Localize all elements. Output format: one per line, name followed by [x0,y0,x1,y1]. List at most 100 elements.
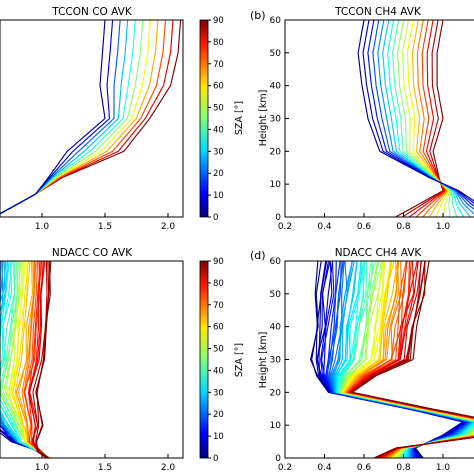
colorbar-tick-label: 60 [213,323,224,333]
panel-ndacc-co: NDACC CO AVK 1.0 1.5 2.0 [0,247,184,473]
avk-curve [345,261,474,458]
panel-label: (b) [250,9,266,22]
colorbar-tick-label: 70 [213,60,224,70]
avk-curve [0,20,129,215]
panel-title: NDACC CO AVK [52,247,133,259]
avk-curve [345,261,474,458]
x-tick-label: 1.0 [35,463,50,473]
panel-tccon-co: TCCON CO AVK 1.0 1.5 2.0 [0,6,184,232]
panel-ndacc-ch4: (d) NDACC CH4 AVK Height [km] 0 10 20 30 40 5… [250,247,474,473]
x-tick-label: 0.6 [357,463,372,473]
avk-curve [14,261,47,458]
avk-curve [0,20,174,215]
curve-group [309,261,474,458]
y-tick-label: 40 [270,82,282,92]
curve-group [0,261,52,458]
avk-curve [339,261,474,458]
x-tick-label: 0.2 [278,463,292,473]
colorbar-tick-label: 50 [213,345,224,355]
avk-curve [0,20,106,215]
avk-curve [346,261,474,458]
x-tick-label: 1.5 [98,222,112,232]
avk-curve [0,261,48,458]
avk-curve [340,261,474,458]
avk-curve [0,20,144,215]
avk-curve [0,261,50,458]
colorbar-tick-label: 0 [213,454,218,464]
colorbar-tick-label: 80 [213,38,224,48]
avk-curve [337,261,474,458]
colorbar-tick-label: 20 [213,169,224,179]
y-tick-label: 20 [270,388,282,398]
avk-curve [0,20,136,215]
colorbar-tick-label: 40 [213,125,224,135]
x-tick-label: 0.2 [278,222,292,232]
avk-curve [343,261,474,458]
colorbar-gradient [199,260,209,459]
y-tick-label: 0 [275,213,281,223]
colorbar-tick-label: 0 [213,213,218,223]
avk-curve [342,261,474,458]
y-tick-label: 60 [270,16,282,26]
y-tick-label: 40 [270,323,282,333]
panel-title: TCCON CH4 AVK [334,6,422,18]
avk-curve [35,261,52,458]
y-tick-label: 10 [270,180,282,190]
y-ticks: 0 10 20 30 40 50 60 [270,16,289,223]
colorbar-tick-label: 20 [213,410,224,420]
avk-curve [347,261,474,458]
avk-curve [349,261,474,458]
colorbar-label: SZA [°] [234,101,245,135]
avk-curve [0,261,51,458]
avk-curve [351,261,474,458]
avk-curve [0,417,48,458]
colorbar-tick-label: 90 [213,257,224,267]
avk-curve [11,261,51,458]
axes-frame [0,19,184,218]
avk-curve [0,20,159,215]
avk-curve [342,261,474,458]
panel-title: NDACC CH4 AVK [335,247,423,259]
panel-label: (d) [250,249,266,262]
avk-curve [0,20,121,215]
avk-curve [357,20,474,202]
panel-tccon-ch4: (b) TCCON CH4 AVK Height [km] 0 10 20 30 40 5… [250,6,474,232]
x-tick-label: 0.6 [357,222,372,232]
colorbar-tick-label: 10 [213,191,224,201]
y-axis-label: Height [km] [258,332,269,389]
colorbar-tick-label: 40 [213,366,224,376]
curve-group [0,20,182,215]
x-tick-label: 0.4 [317,463,332,473]
x-tick-label: 0.8 [396,222,411,232]
x-tick-label: 0.4 [317,222,332,232]
avk-curve [349,261,474,458]
y-tick-label: 30 [270,356,282,366]
avk-curve [31,261,50,458]
avk-curve [338,261,474,458]
x-tick-label: 2.0 [161,463,176,473]
avk-curve [351,261,474,458]
x-ticks: 1.0 1.5 2.0 [35,213,176,232]
colorbar-tick-label: 60 [213,82,224,92]
avk-curve [0,20,182,215]
colorbar-gradient [199,19,209,218]
colorbar-ticks: 0 10 20 30 40 50 60 70 80 90 [208,257,224,464]
y-tick-label: 20 [270,147,282,157]
colorbar-tick-label: 30 [213,388,224,398]
avk-curve [35,261,51,458]
y-ticks: 0 10 20 30 40 50 60 [270,257,289,464]
avk-curve [362,20,474,205]
colorbar-bottom: 0 10 20 30 40 50 60 70 80 90 SZA [°] [199,257,245,464]
x-ticks: 1.0 1.5 2.0 [35,454,176,473]
x-tick-label: 2.0 [161,222,176,232]
y-tick-label: 10 [270,421,282,431]
y-axis-label: Height [km] [258,90,269,147]
colorbar-tick-label: 10 [213,432,224,442]
colorbar-tick-label: 70 [213,301,224,311]
colorbar-tick-label: 30 [213,147,224,157]
avk-curve [348,261,474,458]
y-tick-label: 50 [270,290,282,300]
y-tick-label: 30 [270,115,282,125]
colorbar-ticks: 0 10 20 30 40 50 60 70 80 90 [208,16,224,223]
